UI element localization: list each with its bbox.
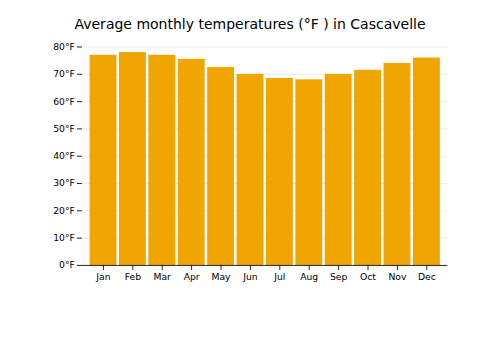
svg-text:Feb: Feb — [125, 271, 141, 282]
svg-text:Jun: Jun — [242, 271, 258, 282]
html-text:Average monthly temperatures (: Average monthly temperatures (°F ) in Ca… — [74, 16, 426, 32]
svg-text:Apr: Apr — [184, 271, 200, 282]
svg-text:0°F: 0°F — [59, 259, 75, 270]
svg-text:40°F: 40°F — [53, 150, 75, 161]
svg-text:30°F: 30°F — [53, 177, 75, 188]
svg-text:20°F: 20°F — [53, 205, 75, 216]
svg-text:Sep: Sep — [330, 271, 348, 282]
svg-text:Nov: Nov — [388, 271, 407, 282]
svg-text:70°F: 70°F — [53, 68, 75, 79]
svg-text:May: May — [211, 271, 231, 282]
svg-text:80°F: 80°F — [53, 41, 75, 52]
svg-text:50°F: 50°F — [53, 123, 75, 134]
svg-text:Aug: Aug — [300, 271, 318, 282]
svg-text:Oct: Oct — [360, 271, 376, 282]
svg-text:Jul: Jul — [273, 271, 285, 282]
svg-text:Jan: Jan — [95, 271, 110, 282]
svg-text:Mar: Mar — [154, 271, 172, 282]
svg-text:Dec: Dec — [418, 271, 436, 282]
svg-text:10°F: 10°F — [53, 232, 75, 243]
svg-text:60°F: 60°F — [53, 96, 75, 107]
